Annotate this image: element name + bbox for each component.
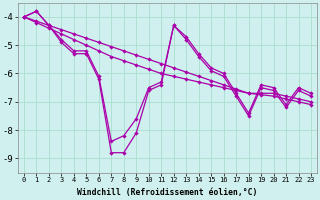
X-axis label: Windchill (Refroidissement éolien,°C): Windchill (Refroidissement éolien,°C) [77,188,258,197]
